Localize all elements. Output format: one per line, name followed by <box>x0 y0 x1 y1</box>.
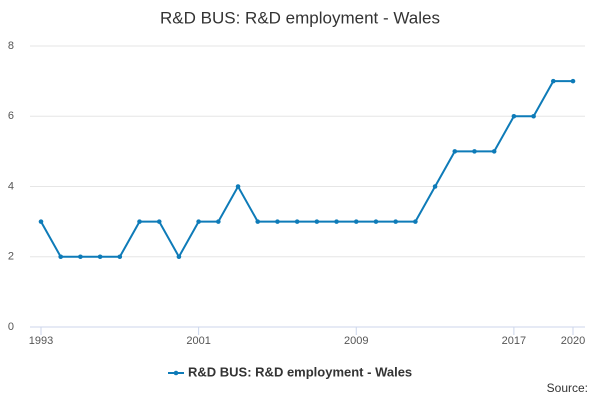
data-point <box>413 219 418 224</box>
y-tick-label: 8 <box>8 40 14 52</box>
data-point <box>216 219 221 224</box>
data-point <box>156 219 162 224</box>
data-point <box>176 254 182 260</box>
y-tick-label: 0 <box>8 321 14 333</box>
y-tick-label: 6 <box>8 110 14 122</box>
data-point <box>472 149 477 154</box>
data-point <box>511 113 517 119</box>
x-tick-label: 2001 <box>186 335 210 347</box>
data-point <box>353 219 359 224</box>
y-tick-label: 4 <box>8 180 14 192</box>
x-tick-label: 2020 <box>561 335 585 347</box>
chart-title: R&D BUS: R&D employment - Wales <box>160 8 440 27</box>
data-point <box>196 219 201 224</box>
data-point <box>235 184 241 189</box>
series-line <box>40 80 573 259</box>
data-point <box>255 219 261 224</box>
data-point <box>38 219 44 224</box>
source-label: Source: <box>547 381 588 395</box>
data-point <box>491 149 497 154</box>
data-point <box>550 78 556 84</box>
data-point <box>393 219 398 224</box>
x-tick-label: 1993 <box>29 335 53 347</box>
data-point <box>275 219 280 224</box>
x-tick-label: 2017 <box>502 335 526 347</box>
data-point <box>137 219 142 224</box>
data-point <box>314 219 320 224</box>
data-point <box>58 254 64 260</box>
data-point <box>452 149 458 154</box>
data-point <box>294 219 300 224</box>
legend-marker <box>173 370 179 376</box>
data-point <box>570 78 576 84</box>
data-point <box>334 219 339 224</box>
data-point <box>531 113 536 119</box>
y-tick-label: 2 <box>8 251 14 263</box>
legend-label: R&D BUS: R&D employment - Wales <box>188 364 412 379</box>
data-point <box>97 254 103 260</box>
data-point <box>117 254 123 260</box>
data-point <box>432 184 438 189</box>
data-point <box>373 219 379 224</box>
x-tick-label: 2009 <box>344 335 368 347</box>
data-point <box>78 254 83 260</box>
